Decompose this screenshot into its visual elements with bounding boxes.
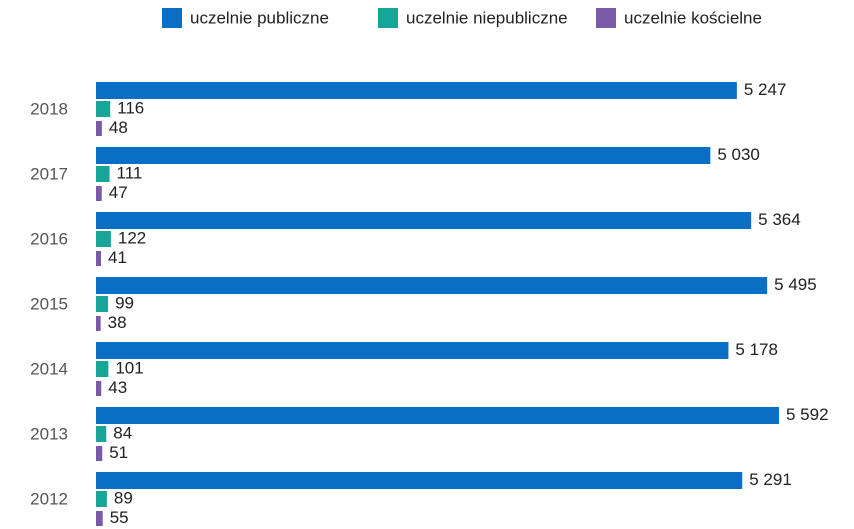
legend-label: uczelnie niepubliczne (406, 8, 568, 27)
value-label: 5 495 (774, 275, 817, 294)
y-tick-label: 2017 (30, 164, 68, 183)
bar (96, 101, 111, 117)
y-tick-label: 2013 (30, 424, 68, 443)
value-label: 38 (108, 313, 127, 332)
bar (96, 147, 711, 164)
value-label: 122 (118, 228, 146, 247)
bar (96, 296, 109, 312)
bar (96, 361, 109, 377)
bar (96, 491, 107, 507)
value-label: 55 (110, 508, 129, 527)
y-tick-label: 2014 (30, 359, 68, 378)
bar (96, 251, 102, 266)
y-tick-label: 2012 (30, 489, 68, 508)
y-tick-label: 2016 (30, 229, 68, 248)
legend-swatch (596, 8, 616, 28)
legend-swatch (162, 8, 182, 28)
bar (96, 186, 102, 201)
value-label: 111 (117, 163, 143, 182)
value-label: 47 (109, 183, 128, 202)
value-label: 5 030 (717, 145, 760, 164)
value-label: 5 592 (786, 405, 829, 424)
value-label: 51 (109, 443, 128, 462)
value-label: 41 (108, 248, 127, 267)
bar (96, 212, 752, 229)
bar (96, 316, 101, 331)
bar (96, 166, 110, 182)
legend-label: uczelnie publiczne (190, 8, 329, 27)
value-label: 5 247 (744, 80, 787, 99)
value-label: 89 (114, 488, 133, 507)
legend-swatch (378, 8, 398, 28)
bar (96, 277, 768, 294)
y-tick-label: 2018 (30, 99, 68, 118)
value-label: 99 (115, 293, 134, 312)
value-label: 48 (109, 118, 128, 137)
bar (96, 342, 729, 359)
value-label: 43 (108, 378, 127, 397)
value-label: 101 (115, 358, 143, 377)
bar (96, 472, 743, 489)
value-label: 5 178 (735, 340, 778, 359)
value-label: 84 (113, 423, 132, 442)
y-tick-label: 2015 (30, 294, 68, 313)
value-label: 5 364 (758, 210, 801, 229)
value-label: 116 (117, 98, 144, 117)
bar (96, 407, 779, 424)
bar (96, 511, 103, 526)
legend-label: uczelnie kościelne (624, 8, 762, 27)
bar (96, 231, 111, 247)
bar (96, 426, 107, 442)
bar (96, 121, 102, 136)
bar (96, 381, 102, 396)
bar (96, 446, 103, 461)
value-label: 5 291 (749, 470, 792, 489)
bar (96, 82, 737, 99)
